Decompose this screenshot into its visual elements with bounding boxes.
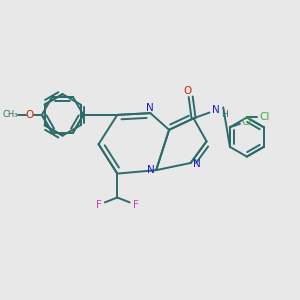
Text: O: O <box>183 86 191 96</box>
Text: Cl: Cl <box>259 112 269 122</box>
Text: F: F <box>96 200 101 210</box>
Text: O: O <box>25 110 34 120</box>
Text: CH₃: CH₃ <box>2 110 18 119</box>
Text: N: N <box>146 103 154 113</box>
Text: N: N <box>193 159 201 170</box>
Text: N: N <box>147 165 155 175</box>
Text: F: F <box>133 200 139 210</box>
Text: Cl: Cl <box>242 117 252 127</box>
Text: N: N <box>212 105 220 115</box>
Text: H: H <box>221 110 228 119</box>
